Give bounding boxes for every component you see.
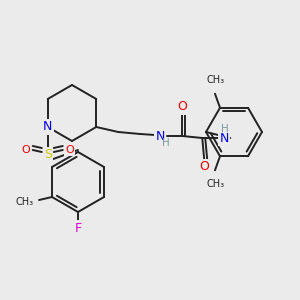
Text: S: S [44,148,52,161]
Text: F: F [74,221,82,235]
Text: H: H [221,124,229,134]
Text: CH₃: CH₃ [16,197,34,207]
Text: CH₃: CH₃ [207,179,225,189]
Text: N: N [43,121,52,134]
Text: CH₃: CH₃ [207,75,225,85]
Text: O: O [21,145,30,155]
Text: H: H [162,138,170,148]
Text: N: N [220,131,229,145]
Text: O: O [177,100,187,113]
Text: O: O [199,160,209,173]
Text: O: O [65,145,74,155]
Text: N: N [156,130,165,142]
